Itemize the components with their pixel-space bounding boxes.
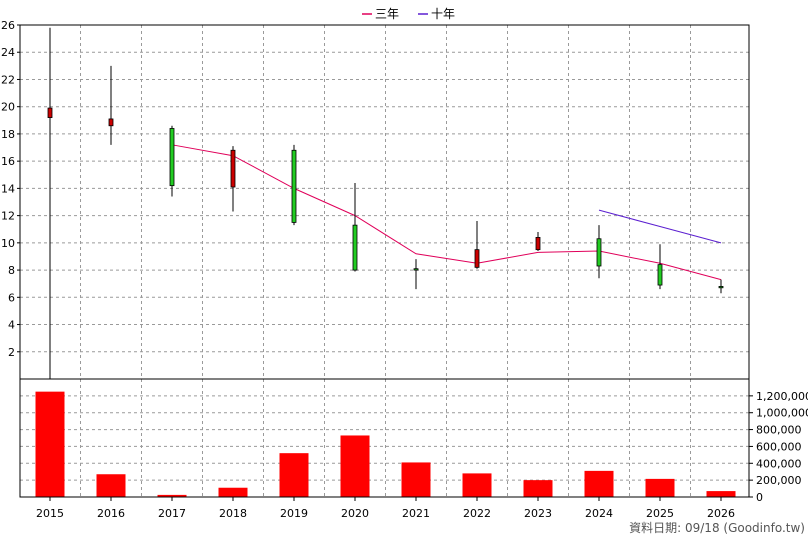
volume-gridlines <box>20 379 749 497</box>
price-panel-frame <box>19 24 750 380</box>
ma3-line <box>171 144 722 281</box>
volume-bar <box>157 494 187 497</box>
volume-bar <box>706 491 736 497</box>
price-tick-label: 10 <box>1 237 15 250</box>
price-tick-label: 20 <box>1 101 15 114</box>
year-tick-label: 2024 <box>585 507 613 520</box>
price-tick-label: 24 <box>1 46 15 59</box>
volume-bar <box>584 470 614 497</box>
year-tick-label: 2015 <box>36 507 64 520</box>
year-tick-label: 2023 <box>524 507 552 520</box>
price-tick-label: 18 <box>1 128 15 141</box>
price-tick-label: 6 <box>8 291 15 304</box>
candle-body <box>657 264 663 286</box>
price-tick-label: 26 <box>1 19 15 32</box>
volume-tick-label: 600,000 <box>756 440 802 453</box>
volume-bar <box>35 391 65 497</box>
volume-panel-frame <box>19 378 750 498</box>
ma10-line <box>598 209 722 244</box>
candle-body <box>291 149 297 223</box>
price-gridlines <box>20 24 749 379</box>
legend-label: 十年 <box>431 7 455 21</box>
year-tick-label: 2020 <box>341 507 369 520</box>
moving-average-lines <box>171 144 722 281</box>
candle-body <box>47 107 53 118</box>
chart-legend: 三年 十年 <box>362 7 455 21</box>
price-tick-label: 22 <box>1 73 15 86</box>
year-tick-label: 2016 <box>97 507 125 520</box>
candle-body <box>352 224 358 271</box>
volume-tick-label: 0 <box>756 491 763 504</box>
volume-tick-label: 200,000 <box>756 474 802 487</box>
volume-bar <box>645 478 675 497</box>
year-tick-label: 2017 <box>158 507 186 520</box>
volume-bar <box>462 473 492 497</box>
candle-body <box>718 286 724 289</box>
price-tick-label: 8 <box>8 264 15 277</box>
candle-body <box>535 236 541 251</box>
volume-bar <box>96 474 126 497</box>
candle-body <box>474 249 480 268</box>
volume-tick-label: 1,000,000 <box>756 407 808 420</box>
year-tick-label: 2018 <box>219 507 247 520</box>
year-tick-label: 2021 <box>402 507 430 520</box>
candle-body <box>169 128 175 187</box>
price-tick-label: 12 <box>1 210 15 223</box>
volume-bars <box>35 391 736 497</box>
volume-tick-label: 1,200,000 <box>756 390 808 403</box>
price-tick-label: 16 <box>1 155 15 168</box>
year-tick-label: 2022 <box>463 507 491 520</box>
volume-bar <box>279 453 309 497</box>
candle-body <box>230 149 236 188</box>
volume-tick-label: 800,000 <box>756 424 802 437</box>
year-axis-labels: 2015 2016 2017 2018 2019 2020 2021 2022 2023 2024… <box>36 497 735 520</box>
year-tick-label: 2025 <box>646 507 674 520</box>
candle-body <box>413 268 419 271</box>
volume-tick-label: 400,000 <box>756 457 802 470</box>
volume-bar <box>401 462 431 497</box>
legend-label: 三年 <box>375 7 399 21</box>
volume-bar <box>340 435 370 497</box>
volume-axis-labels: 0 200,000 400,000 600,000 800,000 1,000,000 1,… <box>749 390 808 504</box>
volume-bar <box>523 480 553 497</box>
year-tick-label: 2026 <box>707 507 735 520</box>
plot-frames <box>19 24 750 498</box>
candle-body <box>108 118 114 127</box>
year-tick-label: 2019 <box>280 507 308 520</box>
price-tick-label: 14 <box>1 182 15 195</box>
candlesticks <box>47 27 724 379</box>
volume-bar <box>218 487 248 497</box>
price-tick-label: 2 <box>8 346 15 359</box>
data-date-footer: 資料日期: 09/18 (Goodinfo.tw) <box>629 521 805 535</box>
candle-body <box>596 238 602 267</box>
price-tick-label: 4 <box>8 319 15 332</box>
